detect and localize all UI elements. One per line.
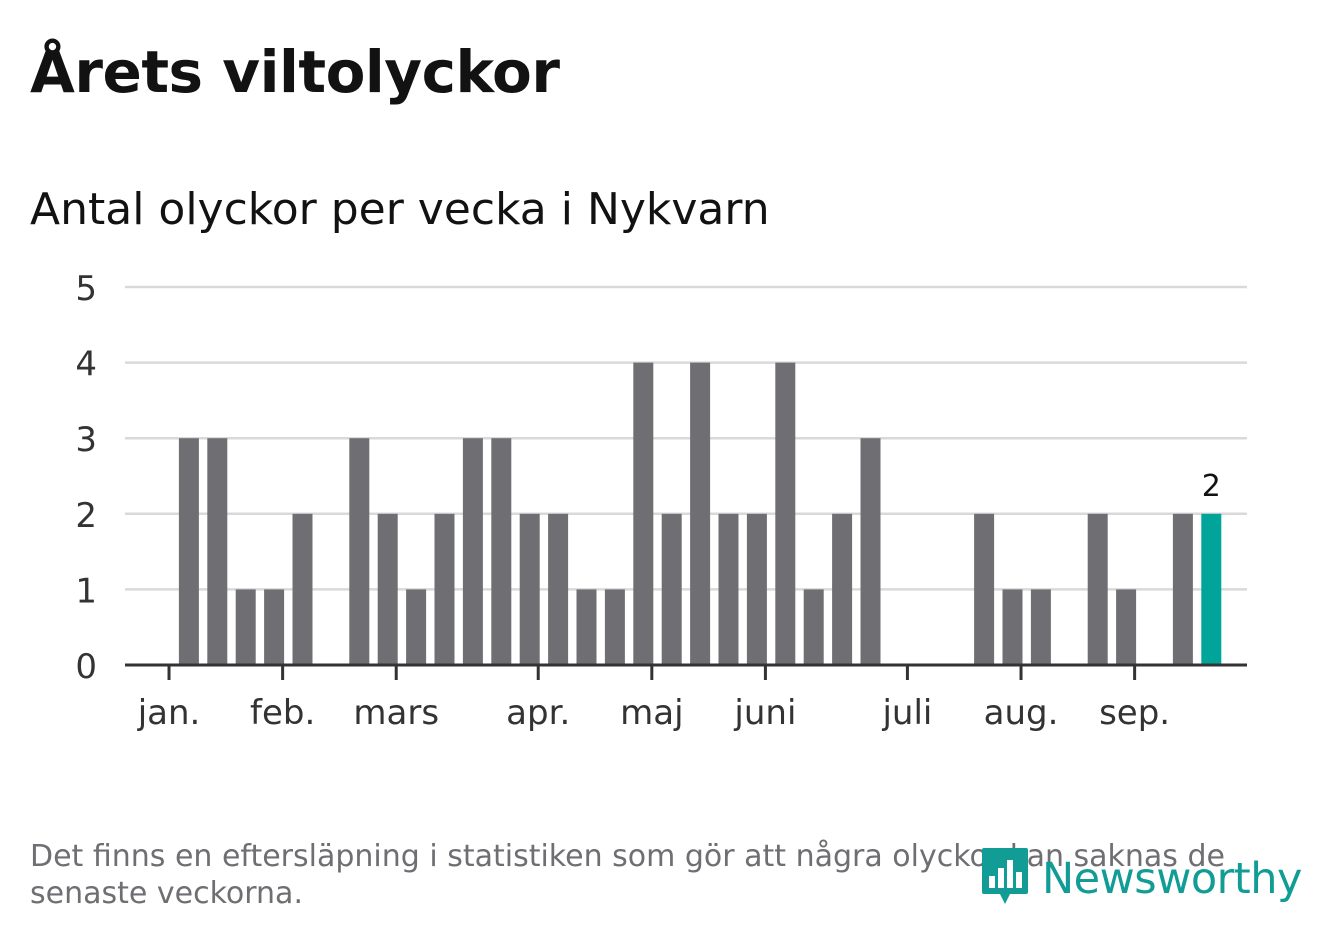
logo-text: Newsworthy xyxy=(1042,854,1302,904)
bar xyxy=(264,589,285,665)
bar xyxy=(576,589,597,665)
x-tick-label: juni xyxy=(733,693,796,733)
y-tick-label: 2 xyxy=(75,496,97,536)
bar-highlight xyxy=(1201,513,1222,665)
x-axis-month-labels: jan. feb. mars apr. maj juni juli aug. sep. xyxy=(137,665,1170,733)
x-tick-label: juli xyxy=(881,693,932,733)
y-tick-label: 4 xyxy=(75,345,97,385)
bar xyxy=(377,513,398,665)
bar xyxy=(860,438,881,665)
bar xyxy=(974,513,995,665)
bar xyxy=(661,513,682,665)
bar xyxy=(803,589,824,665)
bar xyxy=(832,513,853,665)
x-tick-label: maj xyxy=(620,693,683,733)
chart-title: Årets viltolyckor xyxy=(30,38,560,106)
x-tick-label: mars xyxy=(353,693,439,733)
bar xyxy=(633,362,654,665)
data-label: 2 xyxy=(1202,469,1221,504)
bar xyxy=(690,362,711,665)
y-tick-label: 1 xyxy=(75,571,97,611)
y-axis-tick-labels: 0 1 2 3 4 5 xyxy=(75,269,97,687)
x-tick-label: feb. xyxy=(250,693,315,733)
bar xyxy=(519,513,540,665)
bars xyxy=(178,362,1222,665)
newsworthy-logo: Newsworthy xyxy=(980,848,1302,910)
bar xyxy=(207,438,228,665)
bar xyxy=(1116,589,1137,665)
x-tick-label: jan. xyxy=(137,693,201,733)
bar xyxy=(462,438,483,665)
bar xyxy=(1087,513,1108,665)
bar xyxy=(775,362,796,665)
bar xyxy=(178,438,199,665)
y-tick-label: 3 xyxy=(75,420,97,460)
bar xyxy=(292,513,313,665)
data-labels: 2 xyxy=(1202,469,1221,504)
y-tick-label: 5 xyxy=(75,269,97,309)
bar xyxy=(1172,513,1193,665)
x-tick-label: sep. xyxy=(1099,693,1170,733)
x-tick-label: aug. xyxy=(984,693,1059,733)
bar xyxy=(1030,589,1051,665)
x-tick-label: apr. xyxy=(506,693,570,733)
bar xyxy=(604,589,625,665)
chart-subtitle: Antal olyckor per vecka i Nykvarn xyxy=(30,184,770,235)
bar xyxy=(746,513,767,665)
bar xyxy=(434,513,455,665)
bar xyxy=(491,438,512,665)
bar xyxy=(406,589,427,665)
bar xyxy=(548,513,569,665)
bar xyxy=(718,513,739,665)
bar xyxy=(1002,589,1023,665)
newsworthy-bar-chart-icon xyxy=(980,846,1030,912)
bar xyxy=(349,438,370,665)
bar-chart: 0 1 2 3 4 5 jan. feb. mars apr. maj juni juli aug. se… xyxy=(75,269,1247,733)
y-tick-label: 0 xyxy=(75,647,97,687)
bar xyxy=(235,589,256,665)
